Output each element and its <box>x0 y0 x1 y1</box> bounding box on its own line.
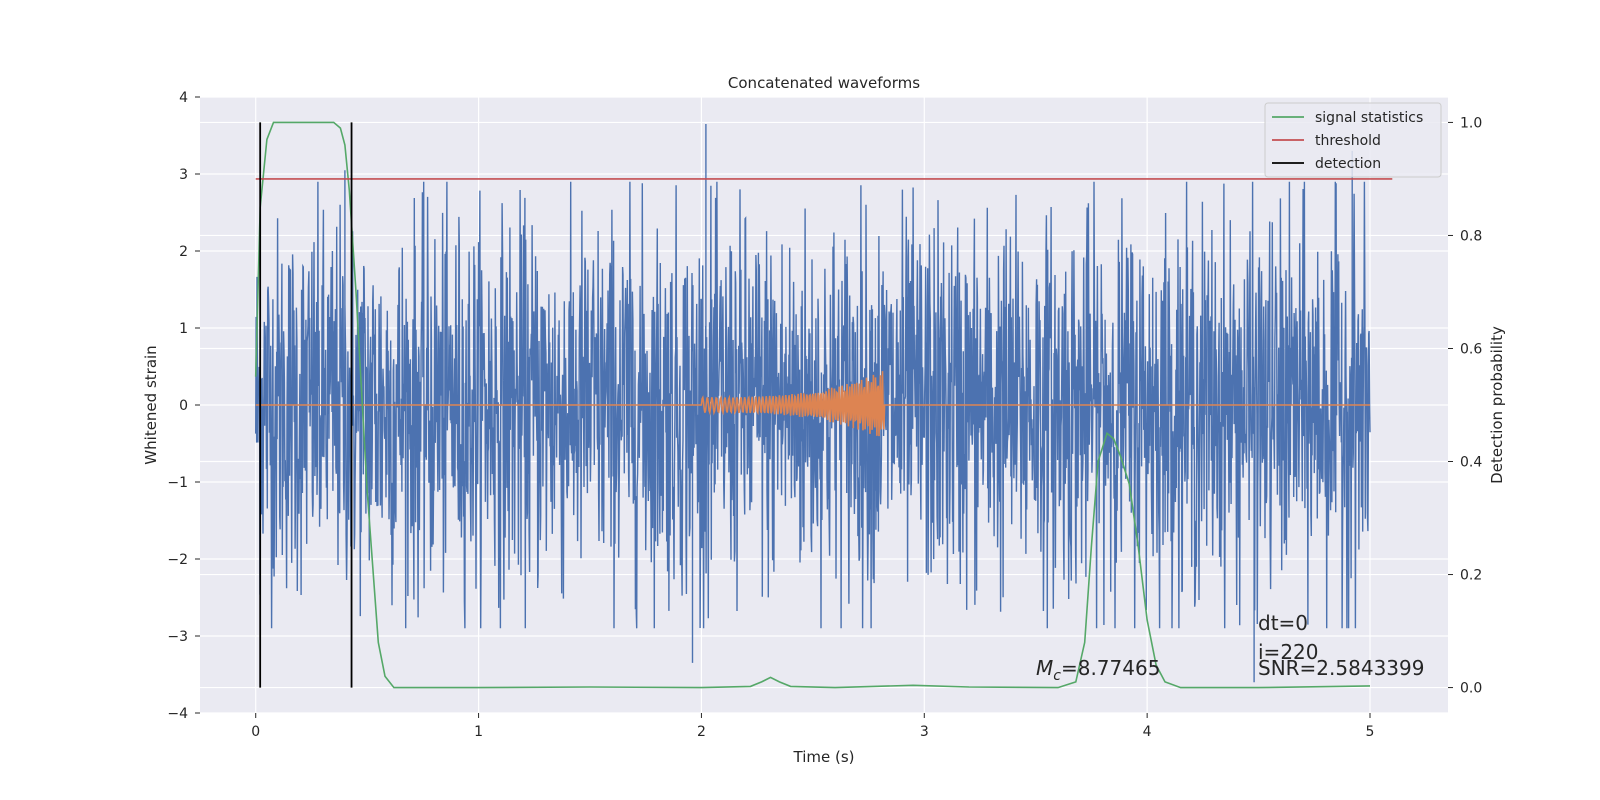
y-left-tick-label: 1 <box>179 321 188 337</box>
y-left-tick-label: 4 <box>179 90 188 106</box>
x-tick-label: 2 <box>697 724 706 740</box>
x-tick-label: 0 <box>251 724 260 740</box>
annotation-mc: Mc=8.77465 <box>1036 656 1160 684</box>
y-left-axis-label: Whitened strain <box>142 345 160 464</box>
series-noise <box>255 124 1371 683</box>
y-left-tick-label: 2 <box>179 244 188 260</box>
plot-area <box>254 121 1393 689</box>
legend-label-threshold: threshold <box>1315 133 1381 149</box>
annotation-mc-sub: c <box>1053 668 1061 684</box>
x-axis-label: Time (s) <box>793 748 855 766</box>
x-tick-label: 4 <box>1143 724 1152 740</box>
x-tick-label: 1 <box>474 724 483 740</box>
y-right-tick-label: 0.2 <box>1460 568 1482 584</box>
series-signal-statistics <box>254 121 1371 689</box>
annotation-dt: dt=0 <box>1258 611 1308 635</box>
legend: signal statistics threshold detection <box>1264 102 1442 178</box>
y-right-tick-label: 0.0 <box>1460 681 1482 697</box>
y-left-tick-label: −1 <box>167 475 188 491</box>
legend-box <box>1264 102 1442 178</box>
y-left-tick-label: −2 <box>167 552 188 568</box>
y-left-tick-label: 0 <box>179 398 188 414</box>
x-axis-ticks: 0 1 2 3 4 5 <box>251 713 1374 740</box>
annotation-mc-symbol: M <box>1036 656 1053 680</box>
y-right-tick-label: 0.6 <box>1460 341 1482 357</box>
y-left-tick-label: −4 <box>167 706 188 722</box>
annotation-snr: SNR=2.5843399 <box>1258 656 1424 680</box>
y-right-axis-label: Detection probability <box>1488 326 1506 484</box>
annotation-i: i=220 <box>1258 640 1319 664</box>
x-tick-label: 5 <box>1366 724 1375 740</box>
y-right-tick-label: 0.8 <box>1460 228 1482 244</box>
y-left-axis-ticks: 4 3 2 1 0 −1 −2 −3 −4 <box>167 90 200 722</box>
chart-title: Concatenated waveforms <box>728 74 920 92</box>
annotation-mc-value: =8.77465 <box>1061 656 1160 680</box>
legend-label-signal-statistics: signal statistics <box>1315 110 1423 126</box>
y-right-tick-label: 1.0 <box>1460 115 1482 131</box>
x-tick-label: 3 <box>920 724 929 740</box>
y-right-axis-ticks: 1.0 0.8 0.6 0.4 0.2 0.0 <box>1448 115 1482 697</box>
y-left-tick-label: −3 <box>167 629 188 645</box>
annotations: dt=0 i=220 Mc=8.77465 SNR=2.5843399 <box>1036 611 1424 684</box>
legend-label-detection: detection <box>1315 156 1381 172</box>
y-left-tick-label: 3 <box>179 167 188 183</box>
series-detection <box>259 122 353 688</box>
y-right-tick-label: 0.4 <box>1460 455 1482 471</box>
series-chirp <box>255 371 1370 437</box>
